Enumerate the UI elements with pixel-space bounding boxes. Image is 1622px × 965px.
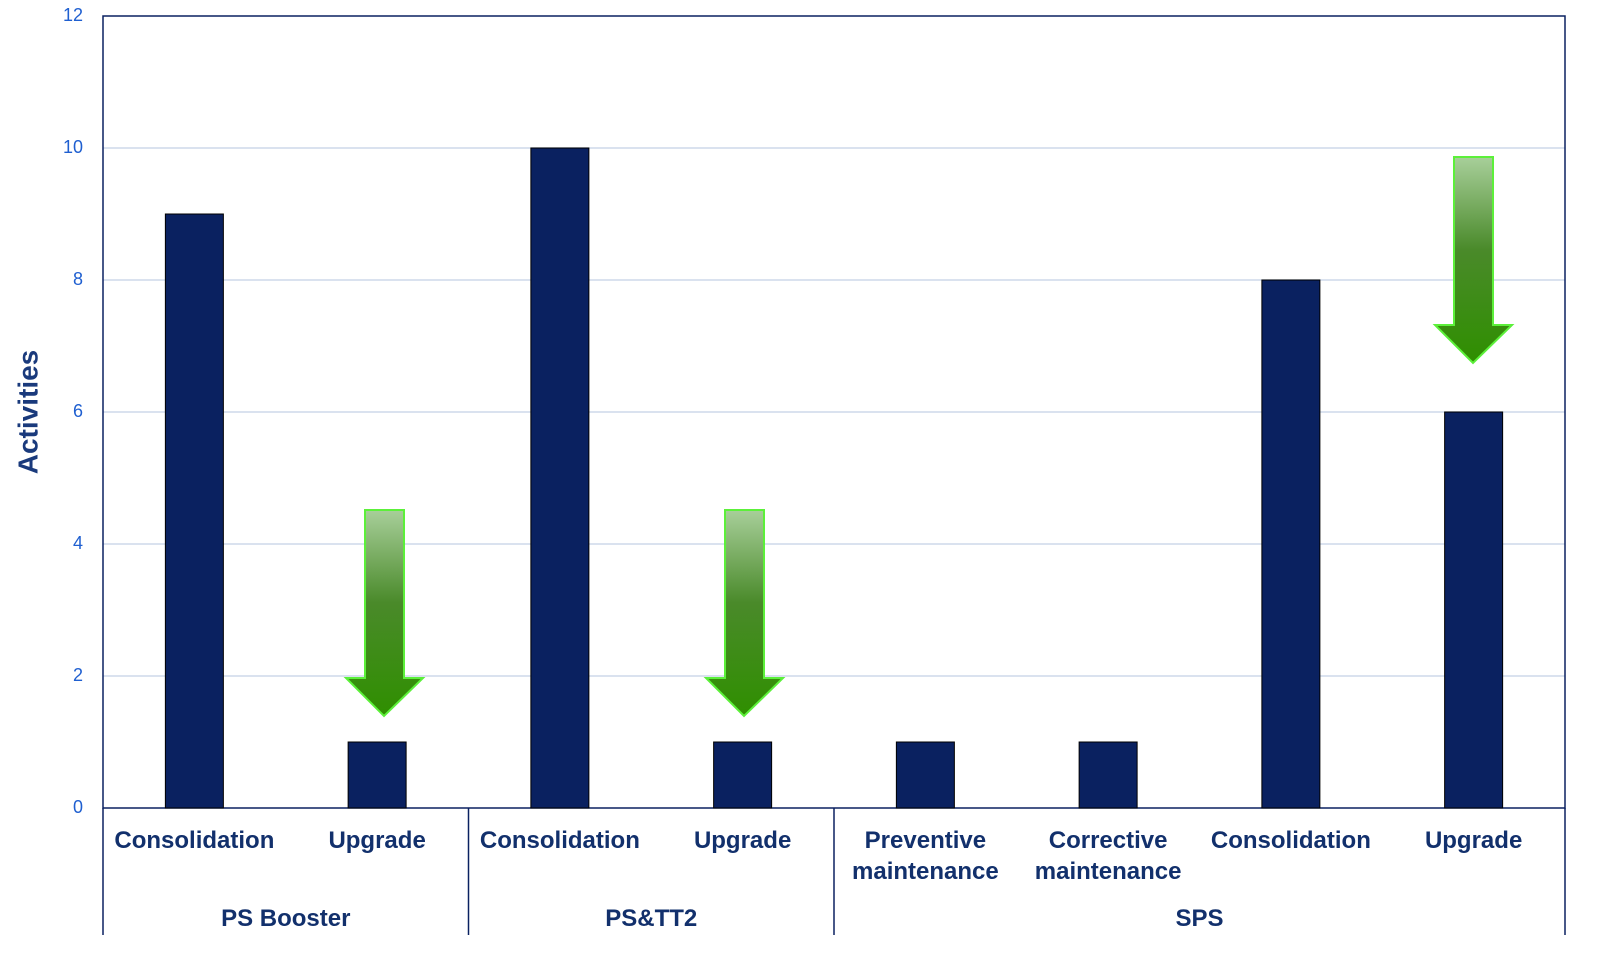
bar bbox=[1261, 279, 1321, 809]
group-label: PS&TT2 bbox=[605, 905, 698, 932]
y-tick-label: 2 bbox=[73, 665, 83, 685]
y-tick-label: 0 bbox=[73, 797, 83, 817]
y-tick-label: 4 bbox=[73, 533, 83, 553]
bar bbox=[530, 147, 590, 809]
bar bbox=[347, 741, 407, 809]
y-tick-label: 10 bbox=[63, 137, 83, 157]
bar bbox=[1078, 741, 1138, 809]
y-tick-label: 6 bbox=[73, 401, 83, 421]
down-arrow bbox=[703, 509, 786, 718]
y-tick-label: 12 bbox=[63, 5, 83, 25]
group-label: SPS bbox=[1175, 905, 1224, 932]
group-label: PS Booster bbox=[221, 905, 351, 932]
x-tick-label: Corrective maintenance bbox=[1034, 827, 1182, 885]
down-arrow bbox=[343, 509, 426, 718]
bar bbox=[713, 741, 773, 809]
y-axis-label: Activities bbox=[12, 350, 43, 475]
x-tick-label: Upgrade bbox=[1424, 827, 1523, 854]
bar bbox=[164, 213, 224, 809]
x-tick-label: Consolidation bbox=[479, 827, 640, 854]
down-arrow bbox=[1432, 156, 1515, 365]
x-tick-label: Consolidation bbox=[114, 827, 275, 854]
bar bbox=[895, 741, 955, 809]
annotations bbox=[343, 156, 1515, 718]
y-tick-label: 8 bbox=[73, 269, 83, 289]
bar bbox=[1444, 411, 1504, 809]
x-tick-label: Upgrade bbox=[693, 827, 792, 854]
x-tick-label: Upgrade bbox=[328, 827, 426, 854]
x-tick-label: Consolidation bbox=[1210, 827, 1371, 854]
x-tick-label: Preventive maintenance bbox=[852, 827, 999, 885]
